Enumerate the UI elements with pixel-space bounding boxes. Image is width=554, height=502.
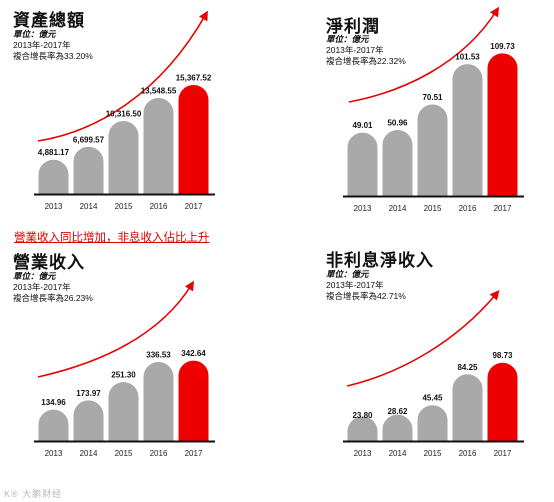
bar-2016 [451,373,484,442]
bar-2016 [451,63,484,197]
data-label-2014: 28.62 [387,407,408,416]
cagr-label: 複合增長率為22.32% [326,56,406,66]
data-label-2013: 49.01 [352,121,373,130]
trend-arrow-icon [37,10,208,142]
unit-label: 單位：億元 [326,269,369,279]
x-tick-2013: 2013 [354,449,372,458]
bar-2017 [177,359,210,442]
chart-title: 非利息淨收入 [326,251,434,270]
period-label: 2013年-2017年 [326,280,384,290]
chart-title: 營業收入 [13,253,85,272]
x-tick-2017: 2017 [494,204,512,213]
bar-chart: 49.01 2013 50.96 2014 70.51 2015 101.53 2016 109… [343,6,524,213]
data-label-2013: 23.80 [352,411,373,420]
bar-2014 [381,129,414,197]
x-tick-2014: 2014 [80,202,98,211]
chart-meta: 單位：億元 2013年-2017年 複合增長率為22.32% [326,34,406,67]
data-label-2016: 13,548.55 [141,86,177,95]
data-label-2015: 10,316.50 [106,109,142,118]
period-label: 2013年-2017年 [13,40,71,50]
data-label-2015: 251.30 [111,371,136,380]
cagr-label: 複合增長率為26.23% [13,293,93,303]
data-label-2017: 342.64 [181,349,206,358]
bar-chart: 4,881.17 2013 6,699.57 2014 10,316.50 2015 13,… [34,10,215,211]
section-headline: 營業收入同比增加，非息收入佔比上升 [14,232,210,244]
chart-meta: 單位：億元 2013年-2017年 複合增長率為42.71% [326,269,406,302]
bar-2013 [346,131,379,197]
data-label-2013: 134.96 [41,398,66,407]
x-tick-2017: 2017 [185,202,203,211]
data-label-2017: 98.73 [492,351,513,360]
x-tick-2016: 2016 [150,449,168,458]
unit-label: 單位：億元 [326,34,369,44]
x-tick-2013: 2013 [45,449,63,458]
x-tick-2016: 2016 [459,204,477,213]
x-tick-2015: 2015 [424,204,442,213]
bar-2013 [346,415,379,442]
x-tick-2014: 2014 [389,204,407,213]
data-label-2015: 45.45 [422,394,443,403]
bar-2016 [142,97,175,195]
data-label-2017: 109.73 [490,42,515,51]
x-tick-2017: 2017 [185,449,203,458]
chart-panel-net-profit: 淨利潤 單位：億元 2013年-2017年 複合增長率為22.32% 49.01… [277,0,554,251]
chart-title: 淨利潤 [326,17,380,36]
chart-panel-total-assets: 資產總額 單位：億元 2013年-2017年 複合增長率為33.20% 4,88… [0,0,277,251]
data-label-2014: 173.97 [76,389,101,398]
x-tick-2015: 2015 [115,449,133,458]
chart-meta: 單位：億元 2013年-2017年 複合增長率為26.23% [13,271,93,304]
chart-panel-non-interest-income: 非利息淨收入 單位：億元 2013年-2017年 複合增長率為42.71% 23… [277,251,554,502]
period-label: 2013年-2017年 [13,282,71,292]
bar-chart: 134.96 2013 173.97 2014 251.30 2015 336.53 2016… [34,280,215,458]
chart-title: 資產總額 [13,11,85,30]
trend-arrow-icon [346,290,500,387]
trend-arrow-icon [37,280,195,378]
period-label: 2013年-2017年 [326,45,384,55]
data-label-2014: 50.96 [387,119,408,128]
bar-2015 [107,120,140,195]
x-tick-2017: 2017 [494,449,512,458]
bar-chart: 23.80 2013 28.62 2014 45.45 2015 84.25 2016 98.7… [343,290,524,458]
bar-2015 [107,381,140,442]
cagr-label: 複合增長率為42.71% [326,291,406,301]
x-tick-2014: 2014 [389,449,407,458]
bar-2017 [486,361,519,442]
bar-2014 [381,413,414,442]
bar-2013 [37,408,70,442]
x-tick-2016: 2016 [150,202,168,211]
trend-arrow-icon [348,6,500,103]
bar-2017 [177,84,210,195]
x-tick-2015: 2015 [424,449,442,458]
bar-2016 [142,361,175,442]
chart-panel-operating-income: 營業收入 單位：億元 2013年-2017年 複合增長率為26.23% 134.… [0,251,277,502]
watermark: K® 大鹏财经 [4,489,63,499]
bar-2014 [72,145,105,195]
data-label-2016: 336.53 [146,351,171,360]
data-label-2014: 6,699.57 [73,135,105,144]
x-tick-2016: 2016 [459,449,477,458]
bar-2015 [416,103,449,197]
data-label-2016: 101.53 [455,53,480,62]
x-tick-2013: 2013 [354,204,372,213]
bar-2013 [37,158,70,195]
bar-2014 [72,399,105,442]
cagr-label: 複合增長率為33.20% [13,51,93,61]
unit-label: 單位：億元 [13,29,56,39]
x-tick-2013: 2013 [45,202,63,211]
x-tick-2015: 2015 [115,202,133,211]
data-label-2013: 4,881.17 [38,148,70,157]
unit-label: 單位：億元 [13,271,56,281]
data-label-2017: 15,367.52 [176,74,212,83]
bar-2017 [486,52,519,197]
x-tick-2014: 2014 [80,449,98,458]
data-label-2015: 70.51 [422,93,443,102]
data-label-2016: 84.25 [457,363,478,372]
bar-2015 [416,404,449,442]
chart-meta: 單位：億元 2013年-2017年 複合增長率為33.20% [13,29,93,62]
